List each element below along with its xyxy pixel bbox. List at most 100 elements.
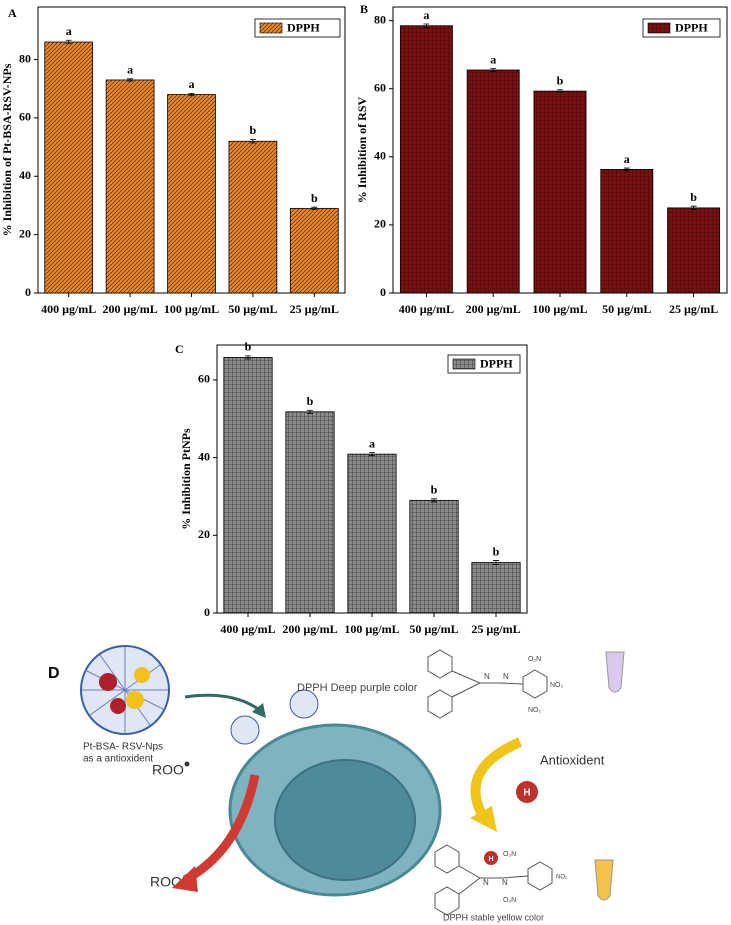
- radical-dot: [184, 761, 190, 767]
- y-tick-label: 60: [374, 80, 386, 94]
- error-bar: [490, 68, 497, 72]
- y-tick-label: 0: [380, 285, 386, 299]
- y-tick-label: 0: [25, 285, 31, 299]
- x-tick-label: 400 µg/mL: [41, 302, 96, 316]
- bar: [471, 562, 521, 614]
- arrow-head: [172, 866, 198, 892]
- bar: [285, 411, 335, 614]
- panel-label: A: [8, 6, 17, 20]
- dpph-label: DPPH stable yellow color: [443, 912, 544, 922]
- y-axis-label: % Inhibition of Pt-BSA-RSV-NPs: [0, 63, 14, 236]
- error-bar: [65, 39, 72, 45]
- bar-annotation: b: [690, 190, 697, 204]
- np-dot: [99, 673, 117, 691]
- h-atom: [484, 851, 498, 865]
- error-bar: [369, 452, 375, 457]
- x-tick-label: 25 µg/mL: [290, 302, 339, 316]
- legend-swatch: [452, 358, 476, 370]
- y-axis-label: % Inhibition of RSV: [355, 96, 369, 203]
- bar: [399, 25, 453, 294]
- bar-annotation: b: [307, 394, 314, 408]
- legend-swatch: [259, 22, 283, 34]
- antioxidant: Antioxident: [540, 752, 605, 767]
- roo: ROO: [152, 762, 184, 778]
- x-tick-label: 50 µg/mL: [602, 302, 651, 316]
- y-tick-label: 20: [19, 226, 31, 240]
- np-dot: [110, 698, 126, 714]
- panel-label: D: [48, 665, 60, 682]
- error-bar: [623, 167, 630, 172]
- arrow-head: [252, 703, 266, 718]
- bar-annotation: a: [369, 436, 375, 450]
- error-bar: [557, 89, 563, 93]
- error-bar: [311, 206, 318, 210]
- bar-annotation: b: [311, 191, 318, 205]
- bar-annotation: a: [490, 52, 496, 66]
- bar: [167, 94, 216, 294]
- y-tick-label: 60: [19, 110, 31, 124]
- bar-chart: A 0 20 40 60 80 % Inhibition of Pt-BSA-RSV-NPs…: [0, 6, 346, 316]
- y-axis-label: % Inhibition PtNPs: [179, 428, 193, 530]
- arrow: [470, 737, 523, 823]
- bar-annotation: b: [245, 340, 252, 354]
- h-label: H: [488, 856, 493, 863]
- y-tick-label: 80: [19, 51, 31, 65]
- bar-chart: C 0 20 40 60 % Inhibition PtNPs b b a b b DPPH 400 µ…: [175, 340, 528, 636]
- molecule: [434, 844, 553, 916]
- error-bar: [249, 139, 256, 144]
- x-tick-label: 200 µg/mL: [466, 302, 521, 316]
- x-tick-label: 100 µg/mL: [532, 302, 587, 316]
- bar-chart: B 0 20 40 60 80 % Inhibition of RSV a a b a b DPPH 40…: [355, 2, 728, 316]
- y-tick-label: 40: [198, 449, 210, 463]
- x-tick-label: 50 µg/mL: [409, 622, 458, 636]
- bar-annotation: a: [66, 24, 72, 38]
- chem-label: NO₂: [556, 875, 568, 881]
- chem-label: N: [502, 878, 508, 887]
- np-label: as a antioxident: [83, 754, 153, 765]
- bar-annotation: a: [189, 77, 195, 91]
- np-label: Pt-BSA- RSV-Nps: [83, 742, 163, 753]
- chem-label: N: [483, 878, 489, 887]
- chem-label: NO₂: [550, 682, 564, 689]
- x-tick-label: 100 µg/mL: [344, 622, 399, 636]
- x-tick-label: 400 µg/mL: [220, 622, 275, 636]
- legend-label: DPPH: [675, 20, 708, 34]
- bar: [533, 90, 587, 294]
- chem-label: O₂N: [503, 897, 516, 904]
- molecule: [427, 649, 548, 719]
- chem-label: NO₂: [528, 707, 542, 714]
- legend-label: DPPH: [287, 20, 320, 34]
- bar: [44, 41, 94, 294]
- legend-swatch: [647, 22, 671, 34]
- bar: [667, 207, 721, 294]
- bar-annotation: b: [250, 123, 257, 137]
- y-tick-label: 40: [374, 149, 386, 163]
- panel-label: C: [175, 342, 184, 356]
- diagram: D Pt-BSA- RSV-Nps as a antioxident ROO R…: [48, 645, 625, 922]
- h-label: H: [523, 788, 530, 799]
- bar: [466, 69, 520, 294]
- chem-label: O₂N: [528, 656, 541, 663]
- x-tick-label: 200 µg/mL: [102, 302, 157, 316]
- h-atom: [516, 781, 538, 803]
- tube: [605, 651, 625, 693]
- error-bar: [423, 23, 430, 28]
- x-tick-label: 100 µg/mL: [164, 302, 219, 316]
- error-bar: [245, 355, 251, 360]
- bar: [228, 140, 278, 294]
- dpph-label: DPPH Deep purple color: [297, 682, 418, 694]
- chem-label: N: [484, 672, 490, 681]
- y-tick-label: 0: [204, 605, 210, 619]
- bar: [347, 453, 397, 614]
- y-tick-label: 20: [374, 217, 386, 231]
- bar: [105, 79, 155, 294]
- x-tick-label: 400 µg/mL: [399, 302, 454, 316]
- bar-annotation: a: [423, 8, 429, 22]
- bar-annotation: a: [624, 152, 630, 166]
- bar-annotation: b: [431, 483, 438, 497]
- panel-label: B: [360, 2, 368, 16]
- y-tick-label: 60: [198, 372, 210, 386]
- nanoparticle-small: [230, 715, 260, 745]
- x-tick-label: 25 µg/mL: [669, 302, 718, 316]
